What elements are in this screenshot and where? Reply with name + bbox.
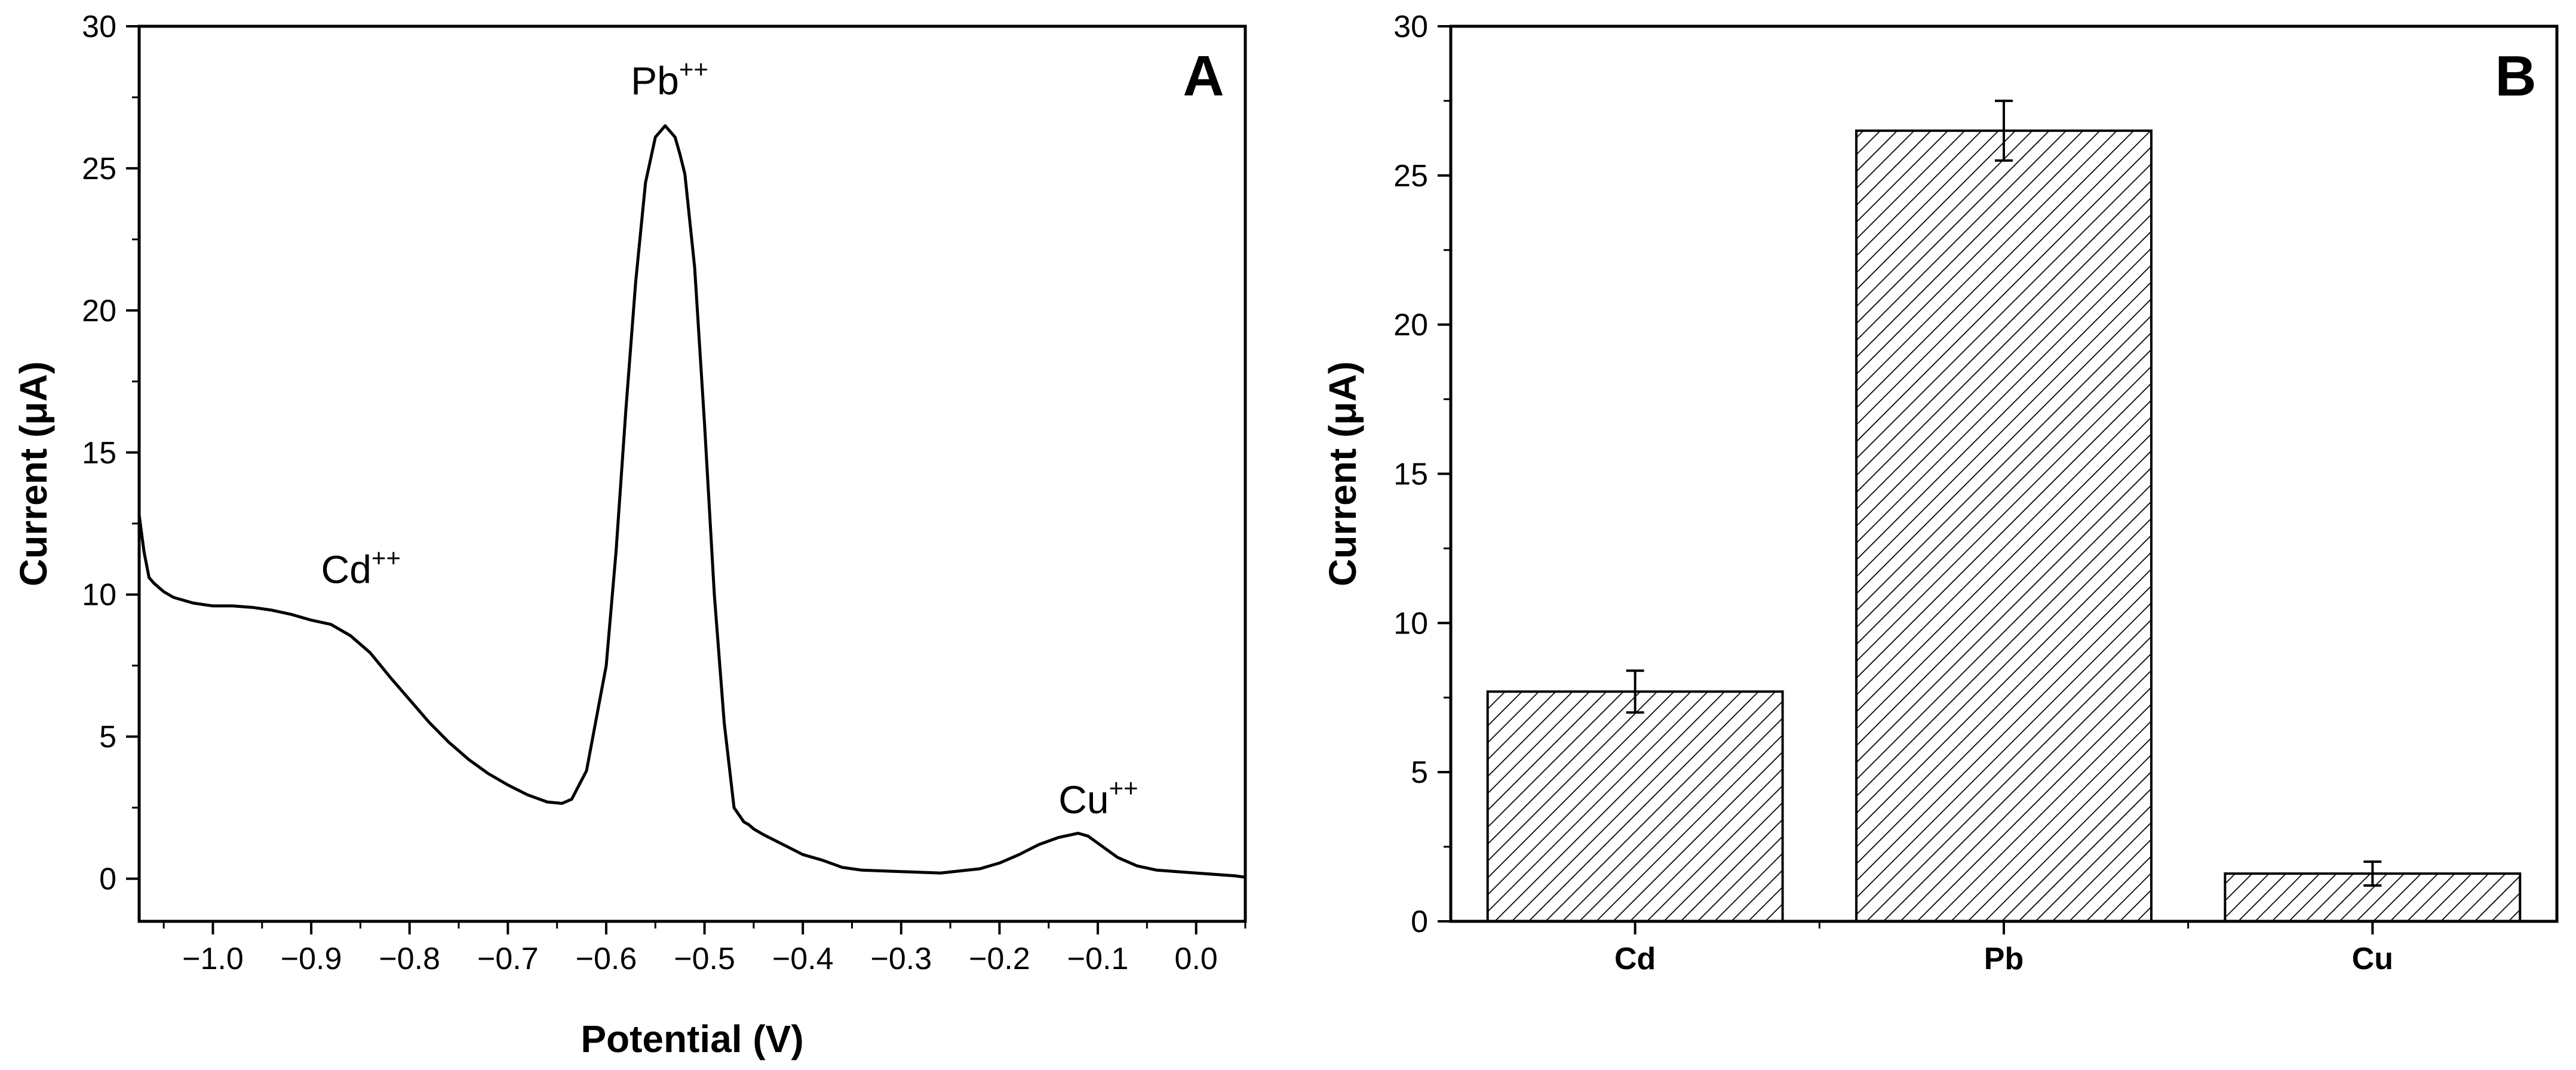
y-tick-label: 10	[82, 578, 116, 613]
peak-label-cu: Cu++	[1058, 774, 1138, 822]
category-label-cd: Cd	[1614, 942, 1656, 976]
panel-b-axis-ticks	[1438, 25, 2374, 934]
category-label-pb: Pb	[1984, 942, 2024, 976]
panel-a-y-axis-title: Current (μA)	[12, 361, 55, 586]
panel-b-letter: B	[2495, 44, 2536, 108]
y-tick-label: 5	[1411, 755, 1428, 790]
x-tick-label: −0.8	[379, 942, 440, 976]
x-tick-label: −0.6	[576, 942, 637, 976]
x-tick-label: −1.0	[182, 942, 244, 976]
peak-label-cd: Cd++	[321, 544, 401, 592]
x-tick-label: −0.4	[772, 942, 834, 976]
x-tick-label: −0.5	[674, 942, 735, 976]
y-tick-label: 20	[82, 294, 116, 328]
y-tick-label: 10	[1393, 606, 1428, 641]
panel-a-tick-labels: −1.0 −0.9 −0.8 −0.7 −0.6 −0.5 −0.4 −0.3 −0.2 −0.1…	[82, 10, 1218, 976]
peak-label-pb: Pb++	[631, 55, 708, 103]
panel-a-letter: A	[1183, 44, 1224, 108]
panel-a-plot-frame	[137, 24, 1247, 923]
x-tick-label: −0.7	[477, 942, 539, 976]
y-tick-label: 0	[99, 862, 116, 897]
y-tick-label: 15	[1393, 457, 1428, 492]
x-tick-label: −0.2	[969, 942, 1030, 976]
y-tick-label: 25	[1393, 159, 1428, 193]
y-tick-label: 20	[1393, 308, 1428, 343]
panel-a-peak-annotations: Cd++ Pb++ Cu++	[321, 55, 1138, 822]
panel-b-bars	[1486, 99, 2522, 923]
y-tick-label: 25	[82, 152, 116, 186]
x-tick-label: −0.1	[1067, 942, 1129, 976]
panel-a-current-series-line	[137, 124, 1246, 879]
category-label-cu: Cu	[2352, 942, 2393, 976]
panel-b-y-axis-title: Current (μA)	[1321, 361, 1364, 586]
panel-b-plot-frame	[1449, 24, 2559, 923]
bar-pb	[1855, 129, 2153, 923]
bar-cd	[1486, 690, 1784, 923]
panel-b-tick-labels: 0 5 10 15 20 25 30 Cd Pb Cu	[1393, 10, 2393, 976]
y-tick-label: 30	[82, 10, 116, 44]
panel-a-line-chart: −1.0 −0.9 −0.8 −0.7 −0.6 −0.5 −0.4 −0.3 −0.2 −0.1…	[12, 10, 1247, 1060]
y-tick-label: 0	[1411, 905, 1428, 939]
x-tick-label: −0.3	[870, 942, 932, 976]
x-tick-label: −0.9	[281, 942, 342, 976]
x-tick-label: 0.0	[1175, 942, 1218, 976]
y-tick-label: 5	[99, 720, 116, 755]
panel-a-x-axis-title: Potential (V)	[581, 1017, 803, 1060]
y-tick-label: 15	[82, 436, 116, 471]
y-tick-label: 30	[1393, 10, 1428, 44]
panel-b-bar-chart: 0 5 10 15 20 25 30 Cd Pb Cu B Current (μA)	[1321, 10, 2559, 976]
